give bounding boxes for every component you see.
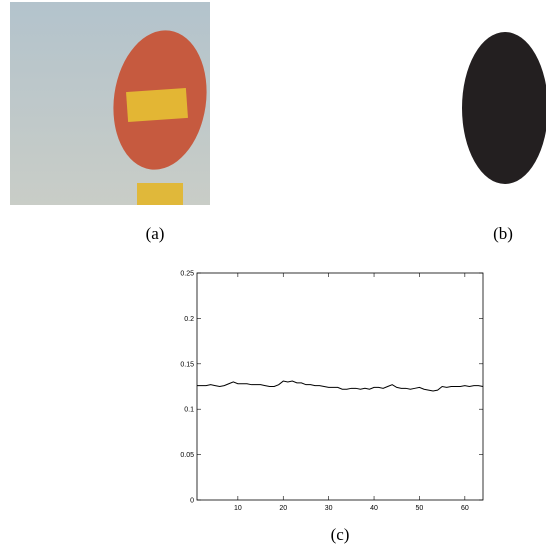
y-tick-label: 0.1 [184,407,194,414]
caption: (c) [331,525,350,544]
caption: (b) [493,224,513,243]
x-tick-label: 30 [325,505,333,512]
y-tick-label: 0.2 [184,316,194,323]
x-tick-label: 20 [279,505,287,512]
axes-frame [197,273,483,500]
caption: (a) [146,224,165,243]
x-tick-label: 50 [416,505,424,512]
figure: (a) (b) (c) 0 0.05 0.1 0.15 0.2 0.25 10 20 30 40 5… [0,0,546,549]
y-tick-label: 0 [190,498,194,505]
x-tick-label: 10 [234,505,242,512]
x-tick-label: 40 [370,505,378,512]
line-series [197,381,483,391]
mask [462,32,546,184]
y-tick-label: 0.15 [180,361,194,368]
photo [10,2,215,205]
x-tick-label: 60 [461,505,469,512]
y-tick-label: 0.05 [180,452,194,459]
y-tick-label: 0.25 [180,271,194,278]
